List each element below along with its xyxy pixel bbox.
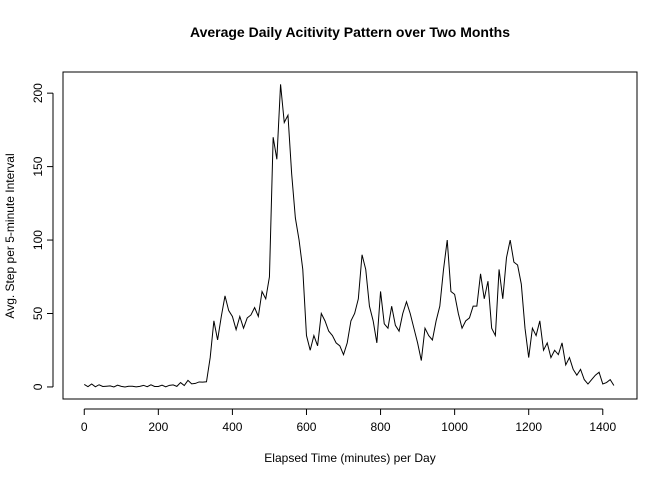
y-tick-label: 50 xyxy=(31,307,45,321)
data-line xyxy=(84,84,615,388)
chart-title: Average Daily Acitivity Pattern over Two… xyxy=(190,24,510,40)
x-tick-label: 0 xyxy=(81,420,88,434)
y-tick-label: 0 xyxy=(31,383,45,390)
x-tick-label: 1000 xyxy=(441,420,468,434)
plot-box xyxy=(62,71,638,400)
x-tick-label: 400 xyxy=(222,420,242,434)
y-tick-label: 150 xyxy=(31,156,45,176)
x-tick-label: 1200 xyxy=(515,420,542,434)
y-tick-label: 200 xyxy=(31,83,45,103)
x-tick-label: 200 xyxy=(148,420,168,434)
y-axis-label: Avg. Step per 5-minute Interval xyxy=(3,153,17,318)
y-tick-label: 100 xyxy=(31,230,45,250)
x-axis-label: Elapsed Time (minutes) per Day xyxy=(264,451,435,465)
x-tick-label: 600 xyxy=(296,420,316,434)
x-tick-label: 800 xyxy=(371,420,391,434)
x-tick-label: 1400 xyxy=(589,420,616,434)
